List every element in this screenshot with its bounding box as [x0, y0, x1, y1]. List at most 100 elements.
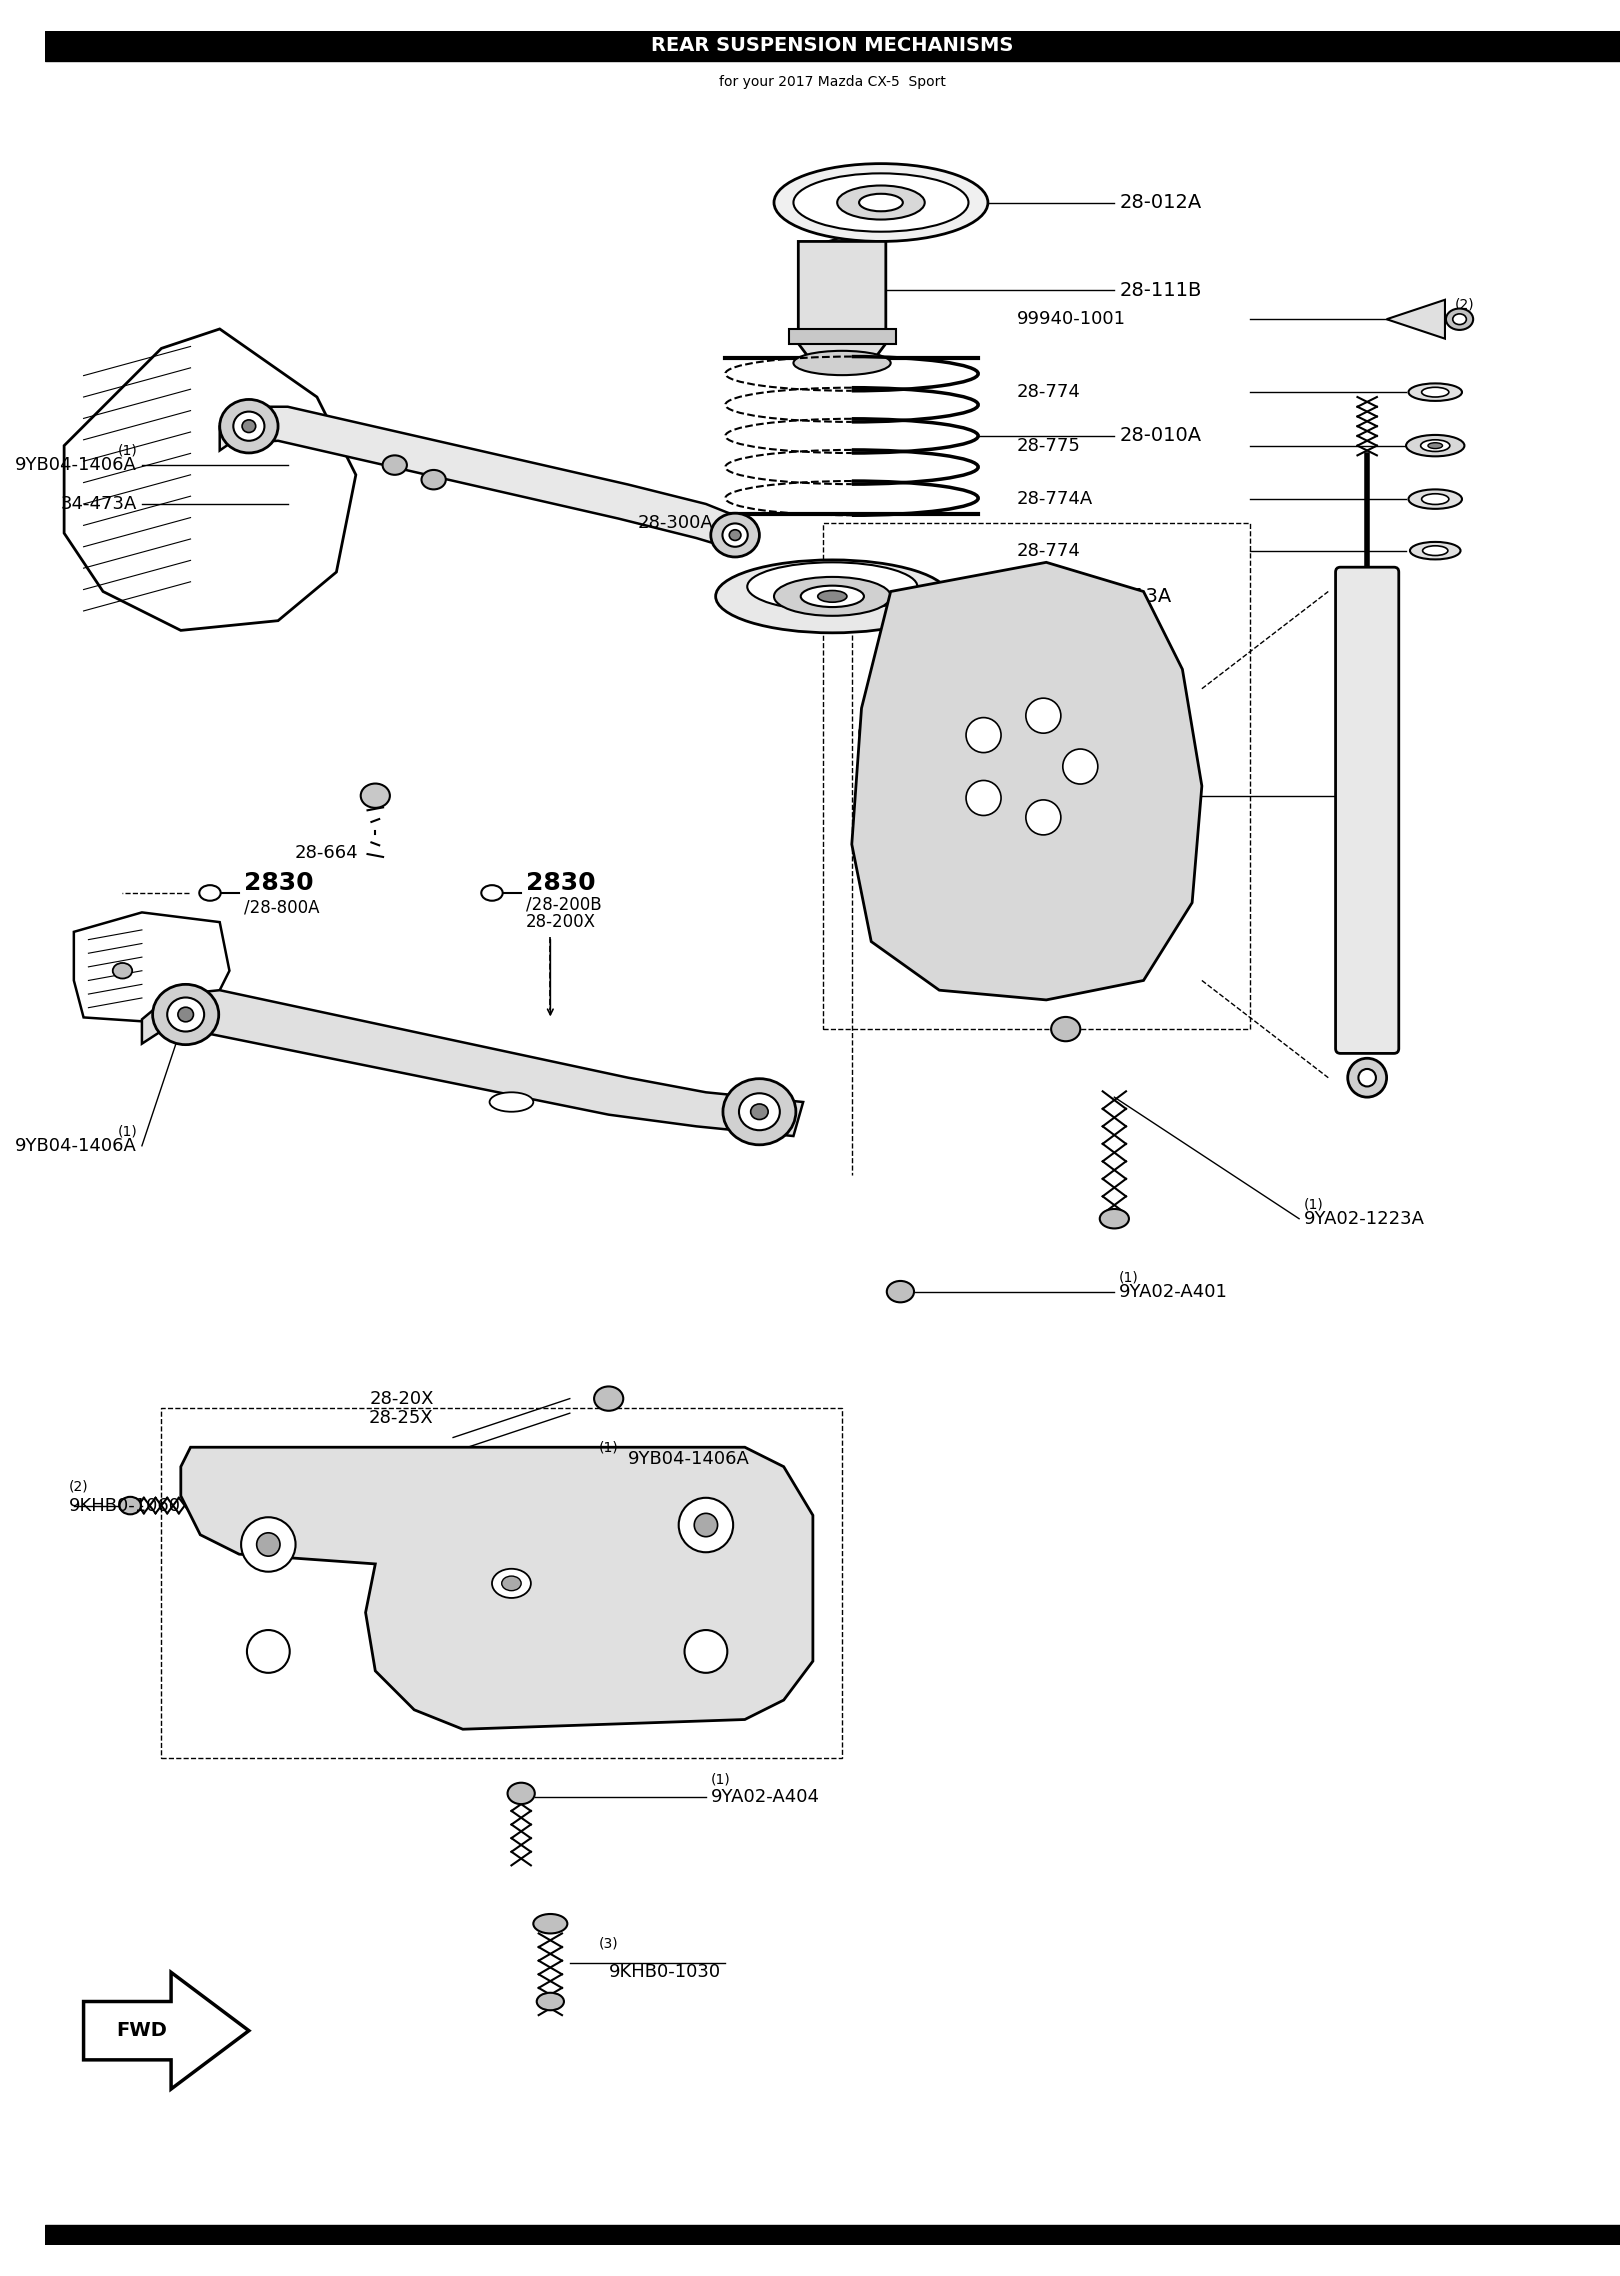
FancyBboxPatch shape — [1335, 567, 1398, 1054]
Text: 28-774: 28-774 — [1017, 542, 1081, 560]
Ellipse shape — [1100, 1209, 1129, 1229]
Bar — [823, 523, 1251, 1029]
Text: 2830: 2830 — [245, 872, 314, 894]
Ellipse shape — [794, 351, 891, 376]
Ellipse shape — [1453, 314, 1466, 325]
Text: FWD: FWD — [117, 2021, 167, 2039]
Ellipse shape — [1408, 382, 1461, 401]
Bar — [45, 32, 1620, 61]
Text: 9YB04-1406A: 9YB04-1406A — [15, 1136, 138, 1154]
Circle shape — [256, 1532, 280, 1557]
Text: 28-25X: 28-25X — [369, 1409, 434, 1427]
Ellipse shape — [1408, 489, 1461, 510]
Text: 9YB04-1406A: 9YB04-1406A — [629, 1450, 750, 1468]
Circle shape — [246, 1630, 290, 1673]
Text: 28-012A: 28-012A — [1119, 193, 1202, 212]
Ellipse shape — [774, 576, 891, 617]
Text: /28-200B: /28-200B — [526, 897, 601, 913]
Ellipse shape — [152, 983, 219, 1045]
Text: (2): (2) — [1455, 298, 1474, 312]
Ellipse shape — [774, 164, 988, 241]
Text: 28-111B: 28-111B — [1119, 280, 1202, 300]
Circle shape — [241, 1518, 295, 1573]
Text: 9YA02-A401: 9YA02-A401 — [1119, 1284, 1228, 1300]
Text: 28-200X: 28-200X — [526, 913, 596, 931]
Text: (1): (1) — [599, 1441, 619, 1454]
Bar — [45, 2226, 1620, 2244]
Text: 9YB04-1406A: 9YB04-1406A — [15, 455, 138, 473]
Ellipse shape — [1421, 439, 1450, 451]
Ellipse shape — [199, 885, 220, 901]
Polygon shape — [65, 330, 356, 630]
Polygon shape — [84, 1973, 249, 2089]
Ellipse shape — [507, 1782, 535, 1805]
Text: (1): (1) — [1304, 1197, 1324, 1211]
Ellipse shape — [536, 1994, 564, 2010]
Ellipse shape — [711, 512, 760, 558]
Ellipse shape — [113, 963, 133, 979]
Ellipse shape — [1422, 546, 1448, 555]
Text: for your 2017 Mazda CX-5  Sport: for your 2017 Mazda CX-5 Sport — [719, 75, 946, 89]
Ellipse shape — [716, 560, 949, 633]
Polygon shape — [1387, 300, 1445, 339]
Polygon shape — [75, 913, 230, 1022]
Polygon shape — [181, 1448, 813, 1730]
Text: 9KHB0-1030: 9KHB0-1030 — [609, 1962, 721, 1980]
Text: 28-700: 28-700 — [1119, 785, 1187, 806]
Ellipse shape — [595, 1386, 624, 1411]
Ellipse shape — [1427, 444, 1442, 448]
Ellipse shape — [818, 589, 847, 603]
Ellipse shape — [1447, 310, 1473, 330]
Ellipse shape — [167, 997, 204, 1031]
Ellipse shape — [1348, 1058, 1387, 1097]
Ellipse shape — [1422, 387, 1448, 396]
Ellipse shape — [233, 412, 264, 442]
Text: 99940-1001: 99940-1001 — [1017, 310, 1126, 328]
Text: 28-664: 28-664 — [295, 844, 358, 863]
Ellipse shape — [838, 187, 925, 218]
Ellipse shape — [502, 1575, 522, 1591]
Ellipse shape — [178, 1008, 193, 1022]
Ellipse shape — [1409, 542, 1461, 560]
Text: REAR SUSPENSION MECHANISMS: REAR SUSPENSION MECHANISMS — [651, 36, 1014, 55]
Text: /28-800A: /28-800A — [245, 899, 319, 917]
Circle shape — [966, 781, 1001, 815]
Text: 28-010A: 28-010A — [1119, 426, 1202, 446]
Ellipse shape — [361, 783, 390, 808]
Polygon shape — [143, 990, 804, 1136]
Ellipse shape — [489, 1092, 533, 1111]
Ellipse shape — [739, 1092, 779, 1131]
Ellipse shape — [1422, 494, 1448, 505]
Ellipse shape — [859, 193, 902, 212]
Ellipse shape — [729, 530, 740, 539]
Ellipse shape — [723, 523, 748, 546]
Text: (1): (1) — [117, 1124, 138, 1138]
Bar — [162, 1409, 842, 1759]
Ellipse shape — [421, 469, 446, 489]
Text: 34-473A: 34-473A — [60, 494, 138, 512]
Polygon shape — [799, 241, 886, 362]
Ellipse shape — [492, 1568, 531, 1598]
Ellipse shape — [747, 562, 917, 610]
Text: 2830: 2830 — [526, 872, 596, 894]
Text: 28-013A: 28-013A — [1090, 587, 1173, 605]
Text: (1): (1) — [857, 726, 876, 740]
Text: (1): (1) — [711, 1773, 731, 1787]
Text: 28-774: 28-774 — [1017, 382, 1081, 401]
Text: (1): (1) — [117, 444, 138, 457]
Text: 9YB04-1208: 9YB04-1208 — [857, 737, 966, 756]
Ellipse shape — [220, 401, 279, 453]
Polygon shape — [852, 562, 1202, 999]
Ellipse shape — [533, 1914, 567, 1932]
Text: 28-300A: 28-300A — [638, 514, 713, 533]
Text: 9KHB0-1060: 9KHB0-1060 — [70, 1498, 181, 1514]
Circle shape — [1025, 799, 1061, 835]
Ellipse shape — [800, 585, 863, 608]
Text: (1): (1) — [1119, 1270, 1139, 1284]
Ellipse shape — [750, 1104, 768, 1120]
Text: 9YA02-1223A: 9YA02-1223A — [1304, 1211, 1426, 1227]
Circle shape — [685, 1630, 727, 1673]
Circle shape — [1025, 699, 1061, 733]
Ellipse shape — [481, 885, 502, 901]
Text: (3): (3) — [599, 1937, 619, 1951]
